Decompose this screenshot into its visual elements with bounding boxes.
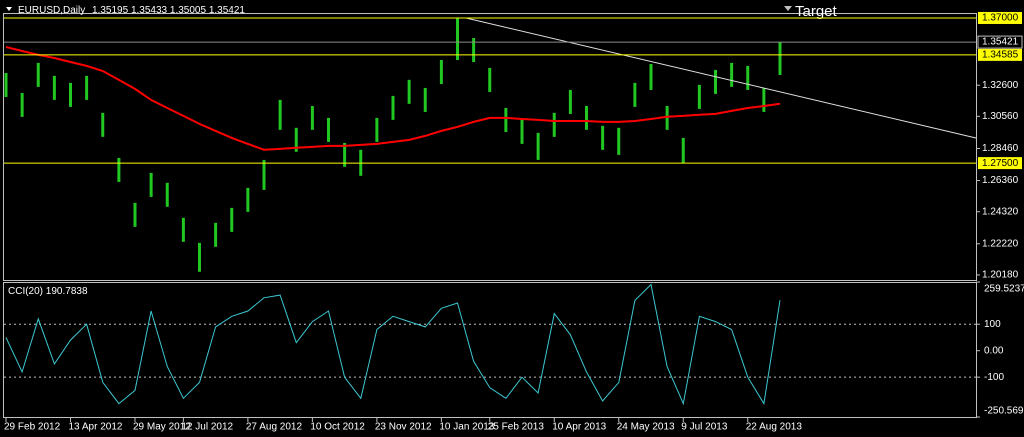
moving-average [5,46,781,151]
x-tick-label: 22 Aug 2013 [746,422,803,433]
price-panel-frame [3,13,977,281]
y-tick-label: 1.24320 [982,206,1019,217]
quote-high: 1.35433 [131,5,168,16]
y-tick-label: 259.5237 [984,284,1024,295]
x-tick-label: 24 May 2013 [617,422,675,433]
cci-last-value: 190.7838 [46,286,88,297]
cci-header: CCI(20) 190.7838 [8,286,88,297]
cci-title: CCI(20) [8,286,43,297]
target-marker [784,6,792,11]
x-tick-label: 27 Aug 2012 [246,422,303,433]
level-label-bg [978,48,1022,61]
last-price-label: 1.35421 [982,37,1019,48]
cci-line [5,283,781,406]
x-tick-label: 13 Apr 2012 [69,422,123,433]
y-tick-label: -250.569 [984,406,1024,417]
y-tick-label: 1.30560 [982,111,1019,122]
y-tick-label: -100 [984,372,1004,383]
menu-arrow[interactable] [6,7,12,11]
x-tick-label: 12 Jul 2012 [181,422,233,433]
trend-line [465,17,977,139]
quote-open: 1.35195 [92,5,129,16]
y-tick-label: 1.20180 [982,270,1019,281]
cci-panel-frame [3,282,977,418]
y-tick-label: 1.28460 [982,143,1019,154]
last-price-label-bg [977,35,1023,49]
annotation: Target [795,3,838,20]
x-tick-label: 10 Jan 2013 [439,422,494,433]
y-tick-label: 1.32600 [982,80,1019,91]
level-label: 1.37000 [982,13,1019,24]
level-label-bg [978,157,1022,170]
quote-low: 1.35005 [170,5,207,16]
x-tick-label: 10 Oct 2012 [310,422,365,433]
quote-close: 1.35421 [209,5,246,16]
x-tick-label: 23 Nov 2012 [375,422,432,433]
chart-header: EURUSD,Daily 1.35195 1.35433 1.35005 1.3… [18,5,245,16]
x-tick-label: 25 Feb 2013 [488,422,545,433]
x-tick-label: 29 May 2012 [133,422,191,433]
level-label: 1.34585 [982,50,1019,61]
x-tick-label: 9 Jul 2013 [681,422,728,433]
symbol: EURUSD,Daily [18,5,85,16]
y-tick-label: 0.00 [984,345,1004,356]
x-tick-label: 10 Apr 2013 [552,422,606,433]
level-label: 1.27500 [982,158,1019,169]
x-tick-label: 29 Feb 2012 [4,422,61,433]
y-tick-label: 1.26360 [982,175,1019,186]
y-tick-label: 1.22220 [982,238,1019,249]
y-tick-label: 100 [984,319,1001,330]
level-label-bg [978,11,1022,24]
